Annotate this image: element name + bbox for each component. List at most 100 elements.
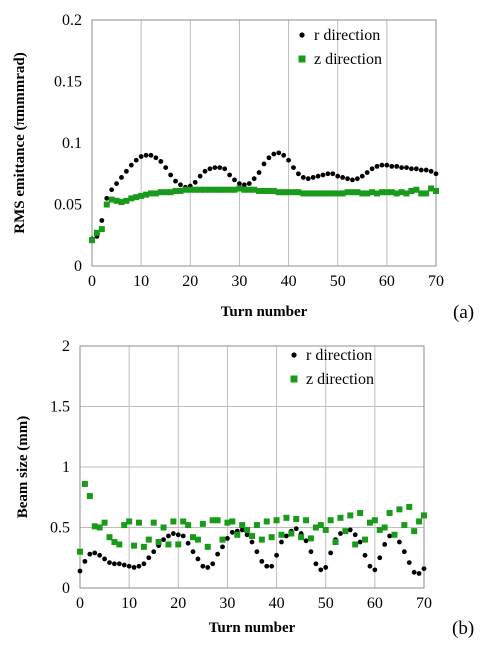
data-point [209, 517, 216, 524]
x-tick-label: 50 [330, 273, 346, 290]
series-z-direction [77, 480, 427, 555]
data-point [160, 524, 167, 531]
data-point [342, 528, 349, 535]
data-point [403, 190, 410, 197]
data-point [376, 526, 383, 533]
data-point [330, 171, 336, 177]
data-point [148, 152, 154, 158]
legend-label: r direction [314, 27, 380, 44]
data-point [270, 187, 277, 194]
data-point [382, 542, 388, 547]
data-point [136, 563, 142, 569]
data-point [406, 560, 412, 565]
data-point [241, 182, 247, 188]
data-point [423, 190, 430, 197]
data-point [411, 528, 418, 535]
data-point [332, 539, 339, 546]
data-point [418, 190, 425, 197]
data-point [303, 517, 310, 524]
data-point [307, 535, 314, 542]
data-point [300, 190, 307, 197]
x-tick-label: 20 [182, 273, 198, 290]
data-point [318, 567, 324, 573]
data-point [113, 197, 120, 204]
data-point [305, 190, 312, 197]
series-z-direction [89, 185, 439, 244]
data-point [362, 536, 369, 543]
data-point [194, 536, 201, 543]
data-point [266, 155, 272, 161]
data-point [200, 563, 206, 569]
data-point [379, 162, 385, 168]
data-point [320, 172, 326, 178]
data-point [421, 512, 427, 519]
data-point [279, 539, 284, 545]
data-point [244, 532, 250, 538]
x-axis-title: Turn number [221, 304, 308, 320]
x-tick-label: 70 [416, 595, 432, 612]
x-tick-label: 60 [379, 273, 395, 290]
data-point [222, 166, 228, 172]
data-point [239, 522, 246, 529]
y-tick-label: 1 [62, 459, 70, 476]
data-point [249, 532, 255, 539]
x-tick-label: 0 [88, 273, 96, 290]
data-point [268, 534, 275, 541]
data-point [364, 190, 371, 197]
data-point [366, 519, 373, 526]
data-point [216, 186, 223, 193]
data-point [106, 534, 113, 541]
data-point [116, 561, 122, 567]
data-point [319, 190, 326, 197]
data-point [219, 536, 226, 543]
data-point [290, 189, 297, 196]
data-point [315, 173, 321, 179]
data-point [212, 165, 218, 171]
data-point [131, 542, 138, 549]
data-point [391, 531, 398, 538]
data-point [237, 181, 242, 186]
data-point [352, 532, 358, 538]
data-point [177, 187, 184, 194]
data-point [276, 150, 282, 156]
data-point [310, 175, 316, 180]
data-point [291, 165, 296, 171]
data-point [278, 531, 285, 538]
data-point [339, 190, 346, 197]
data-point [143, 152, 149, 158]
data-point [421, 566, 427, 572]
legend-label: z direction [314, 51, 382, 68]
data-point [280, 189, 287, 196]
data-point [246, 181, 252, 186]
data-point [92, 550, 98, 556]
data-point [394, 163, 400, 169]
data-point [244, 526, 251, 533]
data-point [175, 541, 182, 548]
data-point [128, 195, 135, 202]
data-point [281, 152, 287, 158]
data-point [195, 556, 201, 562]
x-tick-label: 10 [121, 595, 137, 612]
data-point [138, 154, 144, 159]
data-point [285, 189, 292, 196]
x-tick-label: 40 [269, 595, 285, 612]
data-point [170, 531, 176, 536]
data-point [81, 480, 88, 487]
data-point [131, 565, 137, 570]
data-point [284, 533, 289, 539]
data-point [220, 544, 225, 550]
data-point [185, 540, 191, 546]
data-point [166, 533, 171, 539]
data-point [344, 189, 351, 196]
data-point [192, 179, 198, 185]
data-point [163, 165, 169, 171]
data-point [347, 512, 354, 519]
data-point [381, 524, 388, 531]
x-axis-title: Turn number [209, 620, 296, 636]
data-point [428, 185, 435, 192]
data-point [298, 534, 305, 541]
data-point [265, 187, 272, 194]
data-point [271, 151, 277, 157]
data-point [399, 165, 404, 171]
data-point [140, 543, 147, 550]
